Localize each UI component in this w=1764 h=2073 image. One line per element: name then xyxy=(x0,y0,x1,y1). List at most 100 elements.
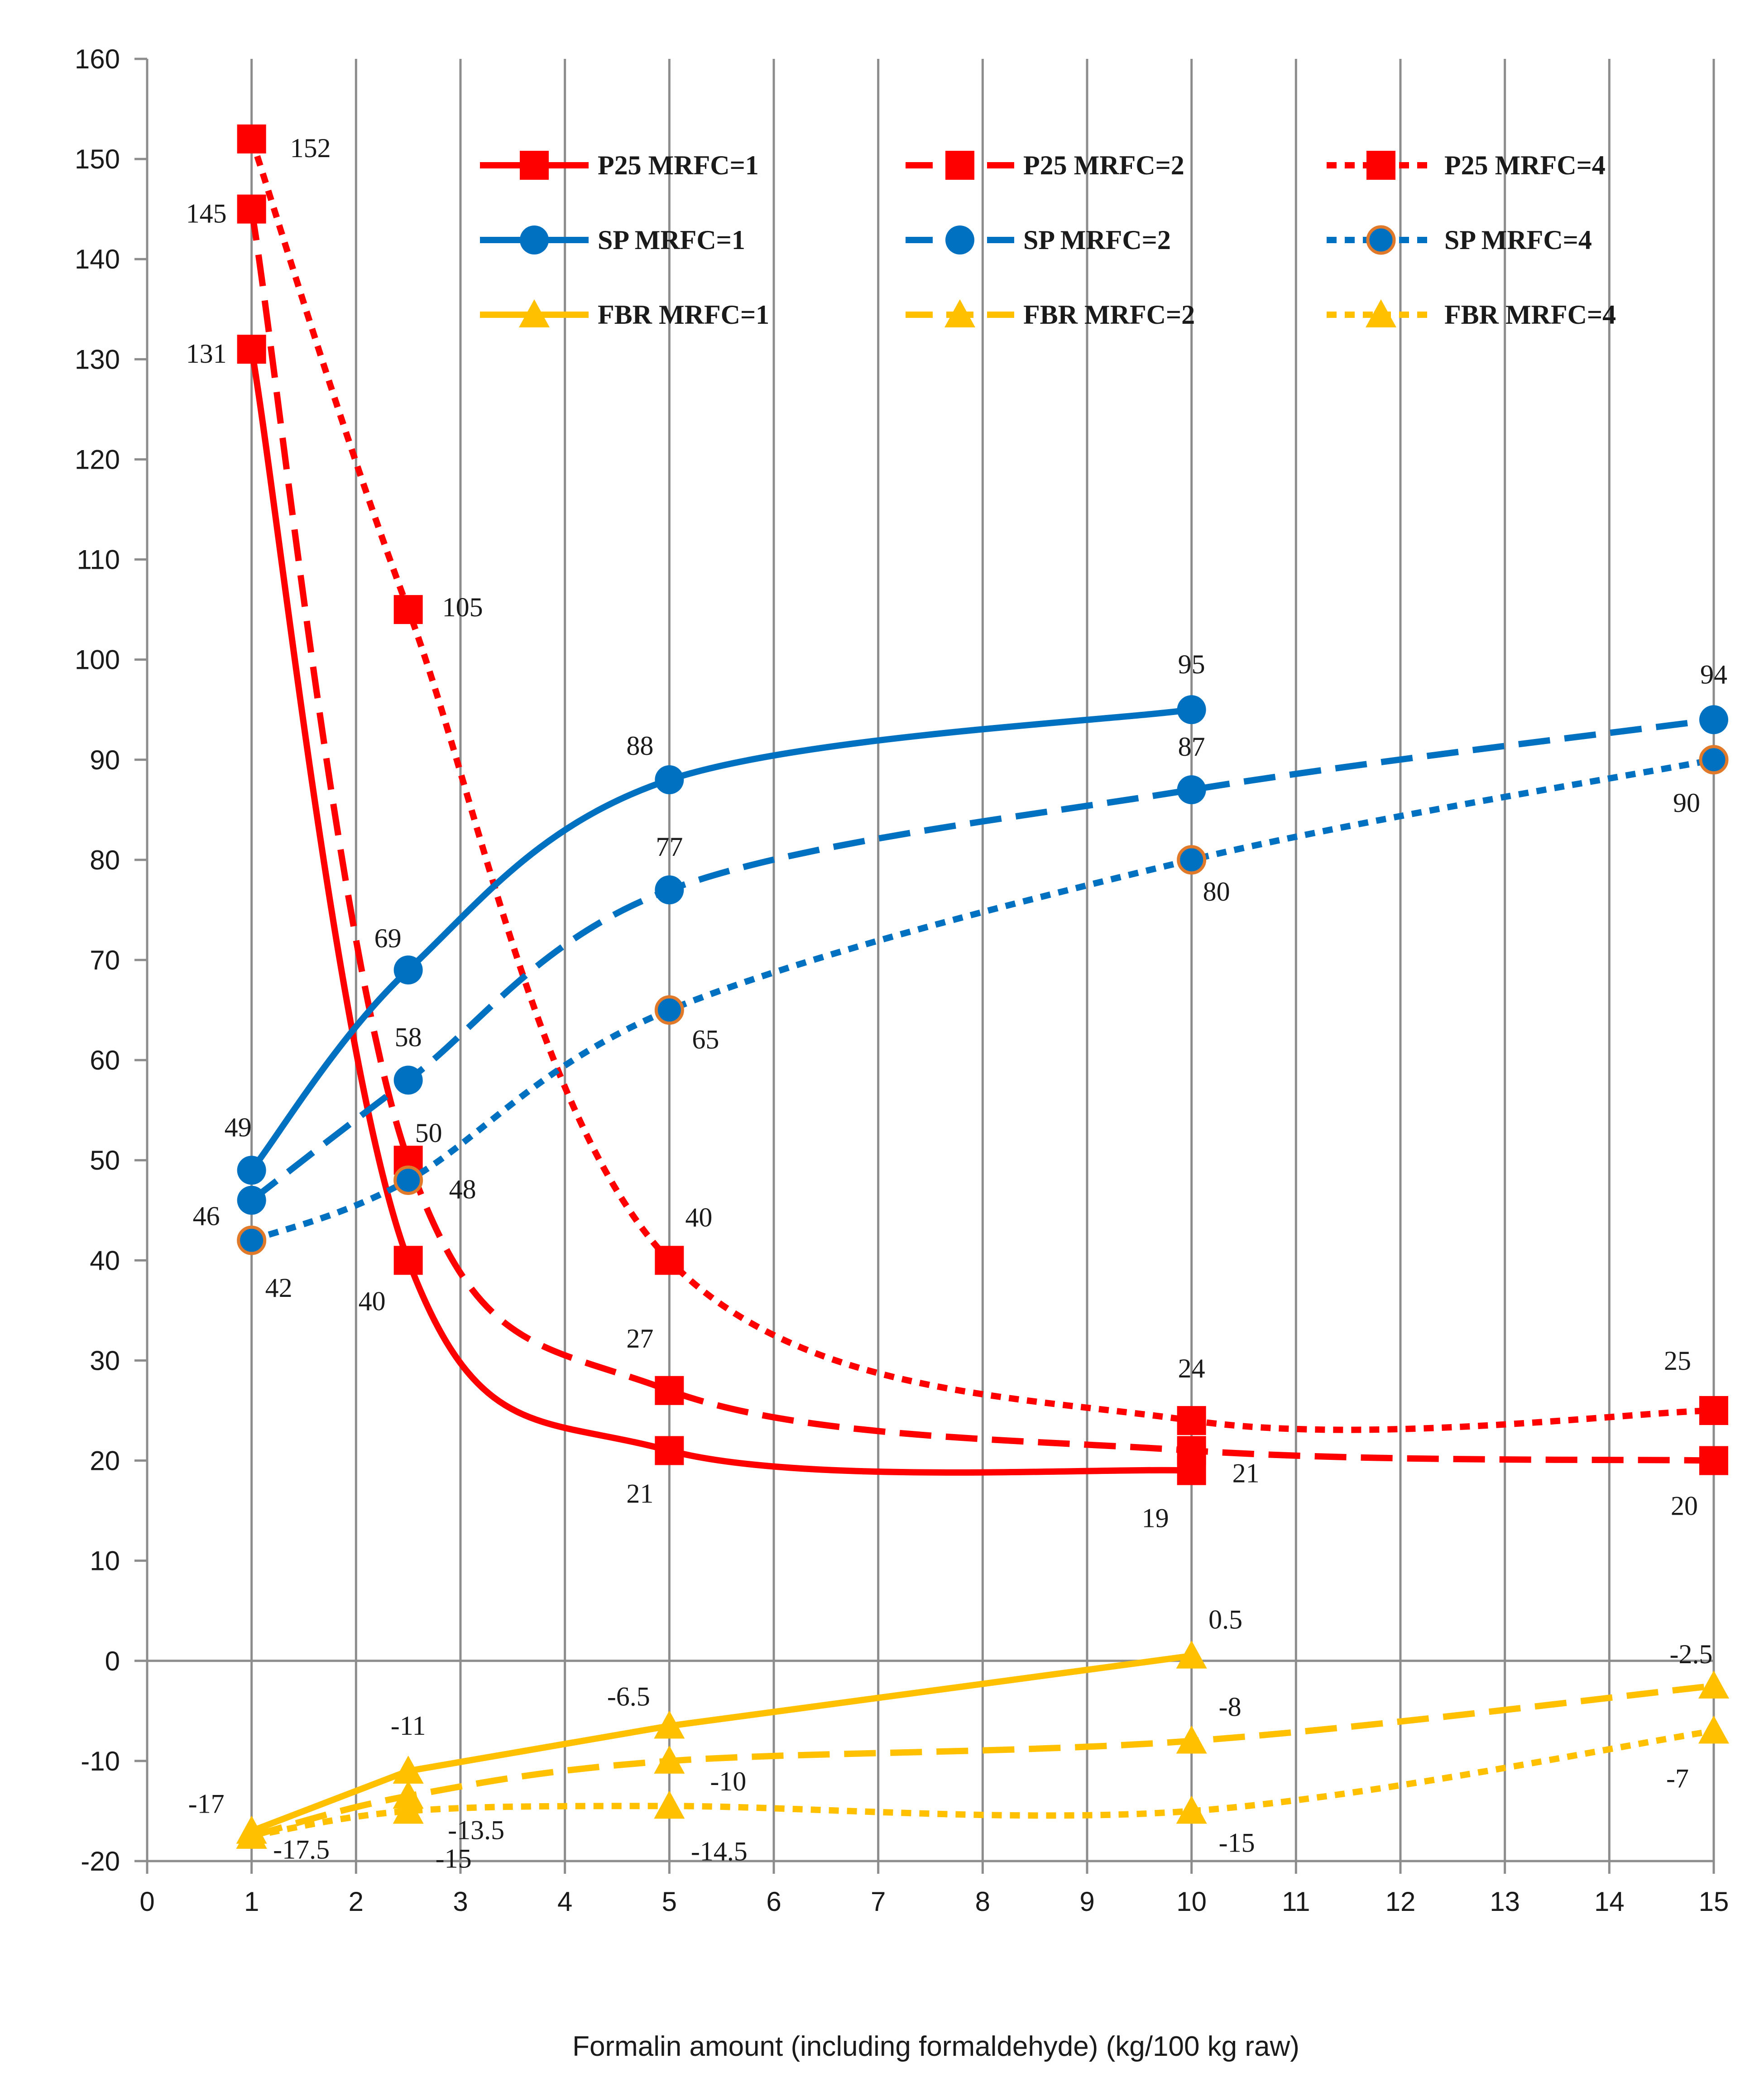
legend-marker-fbr-mrfc-2 xyxy=(944,299,975,327)
y-tick-label: 90 xyxy=(90,745,120,775)
data-labels: 131 40 21 19 145 50 27 21 20 152 105 40 24 25 49 69 88 95… xyxy=(186,133,1727,1874)
series-group xyxy=(236,124,1729,1849)
point-p25-mrfc-2-4 xyxy=(1699,1446,1728,1475)
legend-marker-p25-mrfc-2 xyxy=(945,151,974,180)
data-label-p25-mrfc-1-3: 19 xyxy=(1142,1503,1169,1533)
data-label-fbr-mrfc-2-4: -2.5 xyxy=(1670,1639,1713,1669)
point-p25-mrfc-1-0 xyxy=(237,335,266,364)
legend-label-sp-mrfc-1: SP MRFC=1 xyxy=(598,225,745,255)
point-fbr-mrfc-4-3 xyxy=(1176,1795,1207,1824)
series-line-sp-mrfc-1 xyxy=(249,706,1192,1172)
y-tick-label: 70 xyxy=(90,945,120,975)
y-tick-label: 100 xyxy=(75,645,120,675)
data-label-sp-mrfc-2-0: 46 xyxy=(193,1201,220,1231)
data-label-sp-mrfc-1-2: 88 xyxy=(626,731,653,761)
data-label-sp-mrfc-1-1: 69 xyxy=(374,923,402,953)
point-p25-mrfc-4-0 xyxy=(237,124,266,154)
x-tick-label: 11 xyxy=(1282,1886,1310,1917)
legend: P25 MRFC=1 P25 MRFC=2 P25 MRFC=4 SP MRFC=1 S… xyxy=(480,150,1616,330)
x-tick-label: 9 xyxy=(1079,1886,1094,1917)
y-tick-label: 60 xyxy=(90,1045,120,1075)
data-label-fbr-mrfc-2-2: -10 xyxy=(710,1766,746,1796)
y-tick-label: 10 xyxy=(90,1546,120,1576)
data-label-sp-mrfc-2-4: 94 xyxy=(1700,659,1727,689)
data-label-sp-mrfc-1-3: 95 xyxy=(1178,649,1205,679)
data-label-sp-mrfc-1-0: 49 xyxy=(225,1112,252,1142)
data-label-fbr-mrfc-2-0: -17.5 xyxy=(273,1835,330,1865)
y-tick-label: -20 xyxy=(81,1846,120,1876)
legend-marker-p25-mrfc-1 xyxy=(520,151,549,180)
point-fbr-mrfc-2-2 xyxy=(654,1745,685,1774)
data-label-fbr-mrfc-2-3: -8 xyxy=(1219,1692,1242,1722)
point-sp-mrfc-1-2 xyxy=(655,765,684,794)
legend-label-fbr-mrfc-1: FBR MRFC=1 xyxy=(598,300,769,330)
point-sp-mrfc-4-2 xyxy=(654,995,684,1025)
data-label-fbr-mrfc-1-1: -11 xyxy=(391,1711,426,1741)
legend-marker-fbr-mrfc-4 xyxy=(1366,299,1396,327)
x-axis-title: Formalin amount (including formaldehyde)… xyxy=(572,2031,1299,2062)
series-line-p25-mrfc-2 xyxy=(248,208,1714,1464)
x-tick-label: 12 xyxy=(1385,1886,1416,1917)
point-fbr-mrfc-4-4 xyxy=(1698,1715,1729,1744)
y-tick-label: 130 xyxy=(75,344,120,374)
point-sp-mrfc-4-4 xyxy=(1699,745,1729,775)
point-sp-mrfc-1-0 xyxy=(237,1156,266,1185)
x-tick-label: 5 xyxy=(662,1886,677,1917)
data-label-p25-mrfc-4-4: 25 xyxy=(1664,1346,1691,1376)
point-p25-mrfc-2-3 xyxy=(1177,1436,1206,1465)
point-fbr-mrfc-1-3 xyxy=(1176,1640,1207,1669)
data-label-p25-mrfc-2-1: 50 xyxy=(415,1118,442,1148)
data-label-p25-mrfc-2-2: 27 xyxy=(626,1324,653,1353)
x-tick-label: 10 xyxy=(1176,1886,1207,1917)
data-label-fbr-mrfc-1-2: -6.5 xyxy=(607,1682,650,1712)
point-p25-mrfc-1-2 xyxy=(655,1436,684,1465)
y-tick-label: 160 xyxy=(75,44,120,74)
data-label-p25-mrfc-4-3: 24 xyxy=(1178,1353,1205,1383)
y-tick-label: 80 xyxy=(90,845,120,875)
series-line-p25-mrfc-1 xyxy=(248,349,1192,1476)
legend-marker-fbr-mrfc-1 xyxy=(519,299,550,327)
data-label-p25-mrfc-1-2: 21 xyxy=(626,1478,653,1508)
point-sp-mrfc-4-3 xyxy=(1177,845,1207,875)
data-label-sp-mrfc-4-4: 90 xyxy=(1673,788,1700,818)
point-p25-mrfc-4-2 xyxy=(655,1246,684,1275)
data-label-p25-mrfc-4-2: 40 xyxy=(685,1202,712,1232)
point-sp-mrfc-4-0 xyxy=(237,1225,267,1255)
legend-label-p25-mrfc-4: P25 MRFC=4 xyxy=(1444,150,1606,180)
y-tick-label: 110 xyxy=(77,545,120,575)
series-line-p25-mrfc-4 xyxy=(249,138,1714,1433)
point-sp-mrfc-2-0 xyxy=(237,1185,266,1215)
legend-label-p25-mrfc-1: P25 MRFC=1 xyxy=(598,150,759,180)
x-tick-label: 1 xyxy=(244,1886,259,1917)
point-fbr-mrfc-1-1 xyxy=(393,1756,424,1784)
y-tick-label: 150 xyxy=(75,144,120,174)
data-label-sp-mrfc-4-2: 65 xyxy=(692,1025,719,1055)
point-fbr-mrfc-4-0 xyxy=(236,1820,267,1849)
point-p25-mrfc-2-2 xyxy=(655,1376,684,1405)
point-sp-mrfc-4-1 xyxy=(393,1165,423,1195)
axes: -20-100102030405060708090100110120130140… xyxy=(75,44,1729,1917)
point-sp-mrfc-2-3 xyxy=(1177,775,1206,805)
data-label-p25-mrfc-1-1: 40 xyxy=(359,1286,386,1316)
point-p25-mrfc-4-3 xyxy=(1177,1406,1206,1435)
x-tick-label: 13 xyxy=(1490,1886,1520,1917)
y-tick-label: -10 xyxy=(81,1746,120,1776)
x-tick-label: 15 xyxy=(1699,1886,1729,1917)
y-tick-label: 30 xyxy=(90,1345,120,1376)
point-p25-mrfc-4-1 xyxy=(393,595,423,624)
legend-marker-p25-mrfc-4 xyxy=(1366,151,1395,180)
data-label-p25-mrfc-2-4: 20 xyxy=(1671,1491,1698,1521)
data-label-sp-mrfc-4-0: 42 xyxy=(265,1273,292,1303)
data-label-fbr-mrfc-4-2: -14.5 xyxy=(691,1836,748,1866)
point-fbr-mrfc-2-4 xyxy=(1698,1670,1729,1699)
x-tick-label: 2 xyxy=(349,1886,364,1917)
data-label-fbr-mrfc-4-1: -15 xyxy=(436,1843,472,1873)
point-sp-mrfc-1-1 xyxy=(393,955,423,985)
data-label-sp-mrfc-4-1: 48 xyxy=(449,1174,476,1204)
data-label-sp-mrfc-4-3: 80 xyxy=(1203,877,1230,907)
data-label-fbr-mrfc-4-4: -7 xyxy=(1666,1764,1689,1794)
y-tick-label: 50 xyxy=(90,1145,120,1176)
data-label-fbr-mrfc-4-3: -15 xyxy=(1219,1828,1255,1857)
point-fbr-mrfc-1-2 xyxy=(654,1710,685,1739)
